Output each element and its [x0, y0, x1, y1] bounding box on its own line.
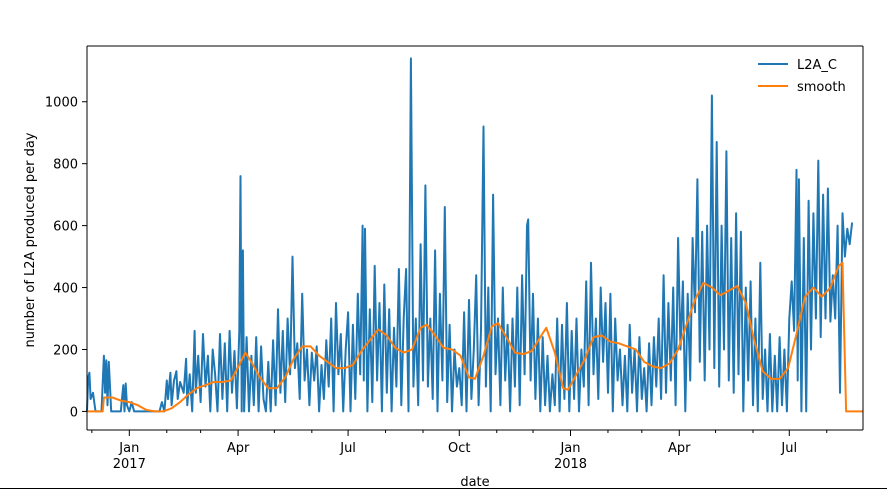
y-axis-ticks: 0 200 400 600 800 1000	[45, 96, 87, 420]
x-tick-year-label: 2017	[113, 457, 146, 472]
legend: L2A_C smooth	[758, 58, 846, 95]
legend-label-l2a-c: L2A_C	[797, 58, 837, 73]
x-axis-minor-ticks	[91, 430, 828, 433]
x-tick-year-label: 2018	[554, 457, 587, 472]
y-tick-label: 1000	[45, 96, 78, 111]
y-tick-label: 0	[70, 405, 78, 420]
y-axis-label: number of L2A produced per day	[23, 132, 38, 347]
x-tick-label: Oct	[448, 441, 470, 456]
x-tick-label: Apr	[668, 441, 691, 456]
x-tick-label: Jan	[559, 441, 580, 456]
x-tick-label: Jul	[339, 441, 356, 456]
legend-label-smooth: smooth	[797, 80, 846, 95]
y-tick-label: 800	[53, 158, 78, 173]
plot-frame	[87, 46, 863, 430]
x-tick-label: Jul	[780, 441, 797, 456]
series-layer	[86, 57, 863, 413]
x-tick-label: Apr	[227, 441, 250, 456]
series-line-l2a-c	[86, 57, 854, 413]
series-line-smooth	[87, 261, 863, 413]
y-tick-label: 400	[53, 282, 78, 297]
y-tick-label: 200	[53, 343, 78, 358]
x-tick-label: Jan	[118, 441, 139, 456]
bottom-rule	[0, 488, 887, 489]
x-axis-label: date	[460, 475, 489, 490]
y-tick-label: 600	[53, 220, 78, 235]
plot-area	[86, 45, 864, 431]
